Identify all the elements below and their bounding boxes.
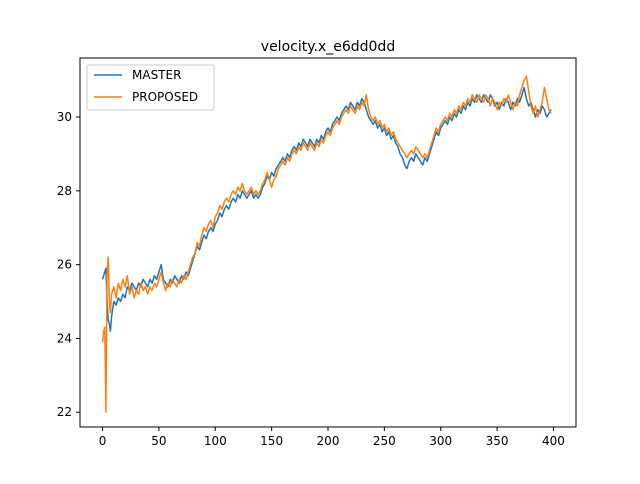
x-tick-label: 0 — [99, 434, 107, 448]
x-tick-label: 300 — [429, 434, 452, 448]
plot-lines — [101, 75, 552, 413]
y-tick-label: 24 — [57, 331, 72, 345]
x-axis: 0 50 100 150 200 250 300 350 400 — [99, 427, 565, 448]
x-tick-label: 200 — [317, 434, 340, 448]
y-tick-label: 30 — [57, 110, 72, 124]
series-line-proposed — [101, 75, 552, 413]
legend: MASTER PROPOSED — [86, 64, 215, 111]
x-tick-label: 250 — [373, 434, 396, 448]
y-tick-label: 22 — [57, 405, 72, 419]
x-tick-label: 50 — [151, 434, 166, 448]
legend-box — [86, 64, 215, 111]
x-tick-label: 400 — [542, 434, 565, 448]
axes-frame — [79, 57, 577, 428]
x-tick-label: 150 — [260, 434, 283, 448]
legend-label-master: MASTER — [132, 68, 181, 82]
x-tick-label: 350 — [486, 434, 509, 448]
chart-title: velocity.x_e6dd0dd — [261, 39, 395, 55]
x-tick-label: 100 — [204, 434, 227, 448]
y-tick-label: 28 — [57, 184, 72, 198]
y-axis: 22 24 26 28 30 — [57, 110, 80, 419]
y-tick-label: 26 — [57, 258, 72, 272]
legend-label-proposed: PROPOSED — [132, 90, 198, 104]
